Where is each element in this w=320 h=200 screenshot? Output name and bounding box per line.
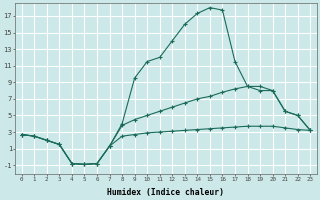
X-axis label: Humidex (Indice chaleur): Humidex (Indice chaleur) xyxy=(108,188,225,197)
